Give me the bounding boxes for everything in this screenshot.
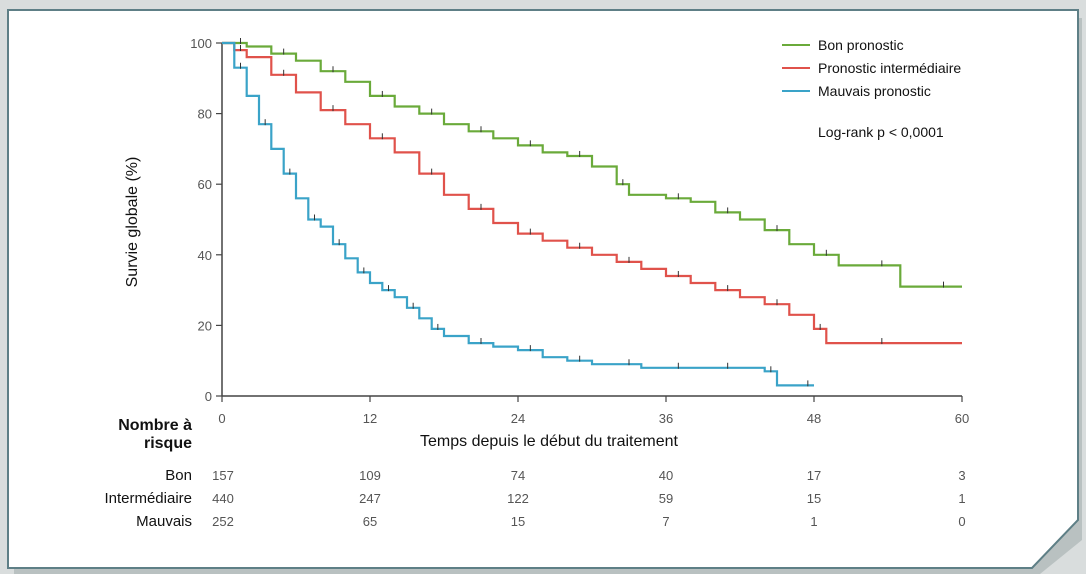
legend-label-mauvais: Mauvais pronostic [818, 83, 931, 99]
risk-cell: 1 [958, 491, 965, 506]
risk-row-label: Bon [165, 467, 192, 484]
y-tick-label: 80 [198, 107, 212, 122]
x-tick-label: 48 [807, 411, 821, 426]
y-tick-label: 40 [198, 248, 212, 263]
x-axis-label: Temps depuis le début du traitement [420, 433, 678, 450]
legend-label-intermediaire: Pronostic intermédiaire [818, 60, 961, 76]
y-tick-label: 100 [190, 36, 212, 51]
risk-cell: 109 [359, 468, 381, 483]
legend: Bon pronostic Pronostic intermédiaire Ma… [782, 37, 961, 99]
series-line-intermediaire [222, 41, 962, 345]
risk-cell: 15 [807, 491, 821, 506]
risk-cell: 1 [810, 514, 817, 529]
risk-cell: 440 [212, 491, 234, 506]
x-tick-label: 24 [511, 411, 525, 426]
risk-cell: 7 [662, 514, 669, 529]
risk-table-title-line1: Nombre à [118, 417, 192, 434]
risk-cell: 247 [359, 491, 381, 506]
risk-cell: 65 [363, 514, 377, 529]
x-tick-label: 0 [218, 411, 225, 426]
series-line-bon [222, 41, 962, 288]
plot-area: 0 20 40 60 80 100 0 12 24 36 48 60 [190, 36, 969, 426]
risk-table: Nombre à risque Bon 157 109 74 40 17 3Interméd… [104, 417, 965, 530]
risk-cell: 122 [507, 491, 529, 506]
risk-cell: 3 [958, 468, 965, 483]
legend-label-bon: Bon pronostic [818, 37, 904, 53]
risk-cell: 74 [511, 468, 525, 483]
x-tick-label: 36 [659, 411, 673, 426]
y-tick-label: 20 [198, 318, 212, 333]
risk-cell: 59 [659, 491, 673, 506]
risk-cell: 40 [659, 468, 673, 483]
risk-row-label: Intermédiaire [104, 490, 192, 507]
risk-cell: 0 [958, 514, 965, 529]
risk-cell: 17 [807, 468, 821, 483]
risk-cell: 15 [511, 514, 525, 529]
risk-row-label: Mauvais [136, 513, 192, 530]
risk-table-title-line2: risque [144, 435, 192, 452]
y-tick-label: 0 [205, 389, 212, 404]
risk-cell: 252 [212, 514, 234, 529]
risk-cell: 157 [212, 468, 234, 483]
x-tick-label: 12 [363, 411, 377, 426]
y-tick-label: 60 [198, 177, 212, 192]
x-tick-label: 60 [955, 411, 969, 426]
logrank-annotation: Log-rank p < 0,0001 [818, 124, 944, 140]
y-axis-label: Survie globale (%) [124, 157, 141, 288]
